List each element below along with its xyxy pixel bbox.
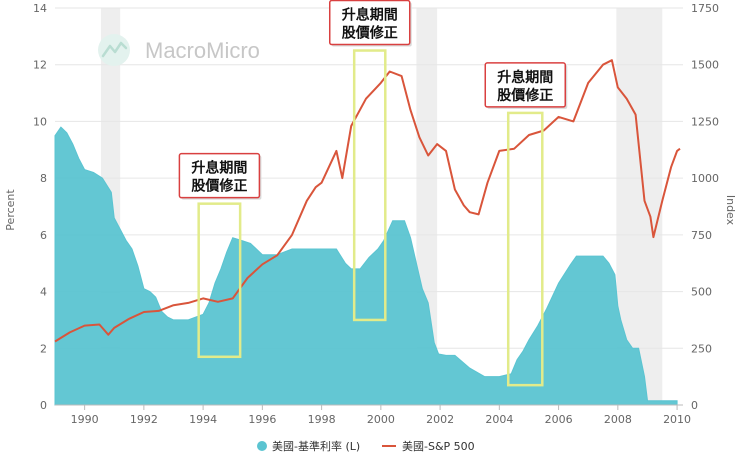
highlight-rect-1 — [352, 49, 387, 322]
annotation-box-1 — [328, 0, 411, 46]
y-left-tick-label-7: 14 — [33, 2, 47, 15]
series-fed-rate-area — [54, 126, 678, 406]
legend-label-fed-rate: 美國-基準利率 (L) — [272, 439, 360, 453]
x-tick-label-0: 1990 — [71, 413, 99, 426]
annotation-line1-2: 升息期間 — [497, 69, 553, 86]
legend: 美國-基準利率 (L) 美國-S&P 500 — [257, 439, 475, 453]
annotation-line2-0: 股價修正 — [191, 178, 247, 195]
line-sp500 — [54, 59, 681, 343]
y-left-tick-label-0: 0 — [40, 399, 47, 412]
highlight-rect-0 — [197, 202, 242, 359]
y-right-tick-label-0: 0 — [691, 399, 698, 412]
watermark-logo: MacroMicro — [98, 34, 260, 66]
annotation-box-0 — [178, 152, 261, 199]
y-right-tick-label-4: 1000 — [691, 172, 719, 185]
y-right-tick-label-1: 250 — [691, 342, 712, 355]
y-right-tick-label-3: 750 — [691, 229, 712, 242]
legend-item-sp500[interactable]: 美國-S&P 500 — [382, 440, 475, 453]
y-left-tick-label-2: 4 — [40, 286, 47, 299]
annotation-line1-1: 升息期間 — [342, 7, 398, 24]
x-tick-label-2: 1994 — [189, 413, 217, 426]
annotation-line2-2: 股價修正 — [497, 87, 553, 104]
y-right-tick-label-7: 1750 — [691, 2, 719, 15]
watermark-text: MacroMicro — [145, 38, 260, 63]
highlight-rect-2 — [506, 111, 544, 387]
annotation-box-2 — [484, 62, 567, 108]
axes: 1990 1992 1994 1996 1998 2000 2002 2004 2006 2008… — [33, 2, 719, 426]
y-right-tick-label-2: 500 — [691, 286, 712, 299]
legend-label-sp500: 美國-S&P 500 — [402, 440, 475, 453]
legend-swatch-fed-rate — [257, 441, 267, 451]
area-fed-rate — [54, 126, 678, 406]
legend-item-fed-rate[interactable]: 美國-基準利率 (L) — [257, 439, 360, 453]
x-tick-label-10: 2010 — [663, 413, 691, 426]
y-right-tick-label-5: 1250 — [691, 115, 719, 128]
macromicro-logo-icon — [98, 34, 130, 66]
y-left-tick-label-6: 12 — [33, 59, 47, 72]
y-left-tick-label-1: 2 — [40, 342, 47, 355]
y-left-tick-label-5: 10 — [33, 115, 47, 128]
x-tick-label-8: 2006 — [545, 413, 573, 426]
series-sp500-line — [54, 59, 681, 343]
y-left-tick-label-4: 8 — [40, 172, 47, 185]
x-tick-label-9: 2008 — [604, 413, 632, 426]
x-tick-label-1: 1992 — [130, 413, 158, 426]
annotation-line1-0: 升息期間 — [191, 160, 247, 177]
x-tick-label-7: 2004 — [485, 413, 513, 426]
y-left-tick-label-3: 6 — [40, 229, 47, 242]
y-left-axis-title: Percent — [4, 189, 17, 231]
annotation-line2-1: 股價修正 — [342, 25, 398, 42]
x-tick-label-4: 1998 — [308, 413, 336, 426]
x-tick-label-5: 2000 — [367, 413, 395, 426]
y-right-axis-title: Index — [724, 195, 737, 226]
y-right-tick-label-6: 1500 — [691, 59, 719, 72]
x-tick-label-6: 2002 — [426, 413, 454, 426]
x-tick-label-3: 1996 — [248, 413, 276, 426]
